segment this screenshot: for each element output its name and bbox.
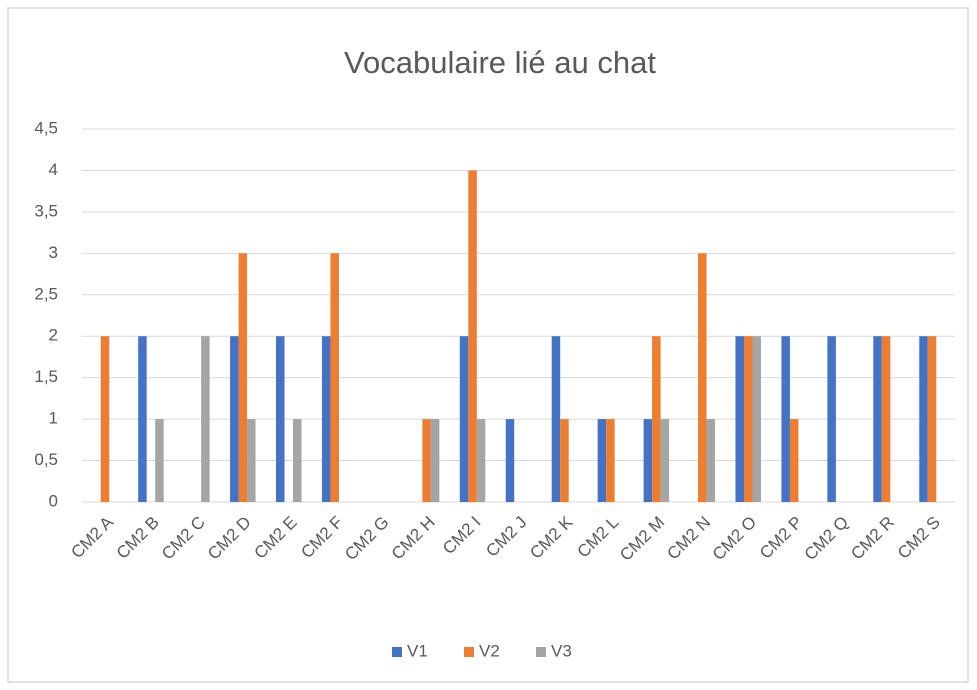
bar <box>827 336 836 502</box>
bar <box>551 336 561 502</box>
bar <box>100 336 110 502</box>
legend-swatch <box>536 647 546 657</box>
legend-label: V1 <box>407 641 428 660</box>
bar <box>873 336 882 502</box>
bar <box>735 336 744 502</box>
bar <box>238 253 248 502</box>
bar <box>276 336 285 502</box>
bar <box>789 419 799 502</box>
y-tick-label: 1 <box>49 409 58 428</box>
bar <box>781 336 790 502</box>
bar <box>752 336 761 502</box>
y-tick-label: 0 <box>49 491 58 510</box>
y-tick-label: 4,5 <box>34 118 58 137</box>
legend-label: V2 <box>479 641 500 660</box>
bar <box>927 336 937 502</box>
bar <box>476 419 486 502</box>
bar <box>698 253 707 502</box>
bar <box>247 419 256 502</box>
legend-swatch <box>392 647 402 657</box>
bar <box>660 419 670 502</box>
y-tick-label: 2 <box>49 326 58 345</box>
bar <box>919 336 928 502</box>
bar <box>201 336 210 502</box>
bar <box>643 419 653 502</box>
bar <box>560 419 569 502</box>
bar <box>505 419 515 502</box>
bar <box>321 336 331 502</box>
bar <box>155 419 164 502</box>
bar <box>138 336 147 502</box>
bar <box>606 419 615 502</box>
y-tick-label: 3 <box>49 243 58 262</box>
legend-label: V3 <box>551 641 572 660</box>
bar <box>706 419 716 502</box>
y-tick-label: 0,5 <box>34 450 58 469</box>
y-tick-label: 4 <box>49 160 58 179</box>
bar <box>881 336 891 502</box>
y-tick-label: 1,5 <box>34 367 58 386</box>
legend-swatch <box>464 647 474 657</box>
bar <box>430 419 440 502</box>
bar <box>652 336 661 502</box>
bar <box>293 419 302 502</box>
bar <box>468 170 477 502</box>
chart-title: Vocabulaire lié au chat <box>344 45 656 80</box>
bar <box>743 336 753 502</box>
bar <box>597 419 607 502</box>
bar <box>230 336 239 502</box>
bar <box>330 253 339 502</box>
bar <box>459 336 469 502</box>
chart-border <box>7 7 969 683</box>
bar <box>422 419 431 502</box>
y-tick-label: 3,5 <box>34 201 58 220</box>
y-tick-label: 2,5 <box>34 284 58 303</box>
